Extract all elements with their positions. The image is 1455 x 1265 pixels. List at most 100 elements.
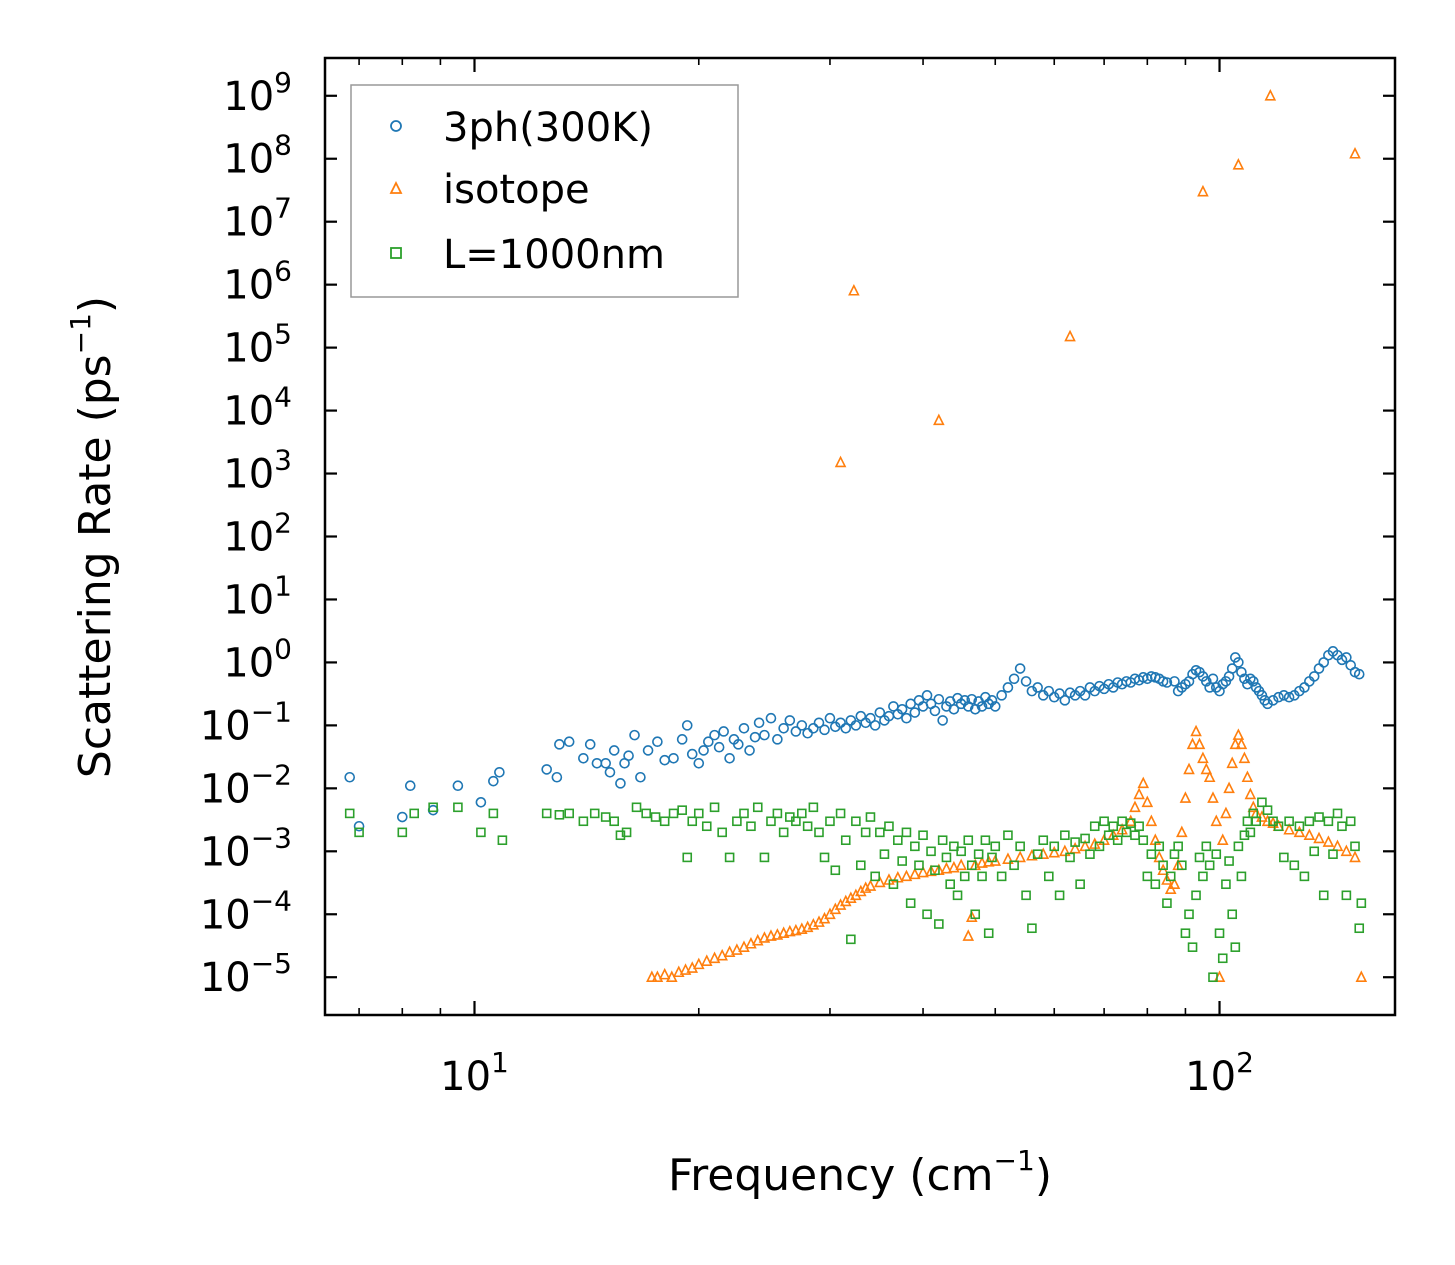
data-point [976, 856, 988, 868]
data-point [901, 827, 912, 838]
data-point [623, 750, 634, 761]
data-point [922, 909, 932, 920]
data-point [1283, 691, 1295, 703]
data-point [1064, 687, 1076, 699]
data-point [1099, 816, 1109, 827]
data-point [791, 816, 801, 827]
data-point [1089, 821, 1100, 832]
data-point [986, 695, 998, 706]
legend-marker-square [390, 247, 402, 259]
data-point [1226, 663, 1238, 674]
data-point [1267, 695, 1279, 706]
data-point [1299, 871, 1310, 882]
data-point [584, 739, 596, 750]
data-point [965, 910, 978, 922]
data-point [1203, 770, 1216, 783]
data-point [1236, 871, 1247, 882]
data-point [914, 860, 924, 871]
data-point [1239, 830, 1250, 841]
data-point [1207, 791, 1219, 803]
data-point [739, 808, 749, 819]
data-point [896, 704, 908, 715]
data-point [604, 766, 616, 778]
data-point [1138, 835, 1149, 846]
data-point [909, 707, 921, 718]
data-point [1345, 816, 1356, 827]
data-point [840, 835, 851, 846]
data-point [1015, 841, 1025, 852]
data-point [1262, 698, 1273, 710]
data-point [848, 283, 860, 296]
data-point [1273, 821, 1284, 832]
data-point [1241, 770, 1254, 783]
data-point [672, 965, 685, 978]
legend-box [350, 84, 739, 298]
data-point [1154, 841, 1165, 852]
data-point [563, 736, 575, 748]
data-point [1232, 158, 1245, 170]
data-point [893, 835, 903, 846]
data-point [682, 852, 693, 863]
data-point [1003, 830, 1013, 841]
data-point [1014, 663, 1026, 674]
data-point [874, 875, 886, 888]
data-point [733, 739, 744, 750]
data-point [676, 734, 688, 745]
data-point [884, 821, 894, 832]
data-point [1337, 821, 1347, 832]
data-point [1341, 890, 1352, 901]
data-point [948, 860, 960, 873]
data-point [856, 860, 866, 871]
data-point [1169, 676, 1180, 687]
data-point [344, 771, 356, 783]
data-point [701, 821, 712, 832]
y-tick-label: 10−3 [200, 821, 292, 875]
data-point [860, 827, 871, 838]
y-tick-label: 109 [223, 66, 292, 120]
data-point [1224, 856, 1234, 866]
data-point [677, 805, 687, 815]
data-point [1273, 691, 1284, 703]
data-point [1048, 845, 1061, 858]
data-point [1208, 972, 1218, 983]
data-point [1353, 668, 1365, 680]
data-point [1094, 841, 1105, 852]
data-point [428, 802, 438, 813]
data-point [910, 841, 920, 852]
data-point [996, 690, 1007, 701]
data-point [589, 808, 600, 819]
data-point [855, 884, 867, 897]
data-point [1193, 737, 1206, 750]
data-point [926, 846, 936, 857]
data-point [692, 957, 705, 970]
y-tick-label: 103 [223, 444, 292, 498]
data-point [1194, 852, 1205, 863]
data-point [784, 715, 796, 726]
data-point [629, 729, 640, 741]
data-point [918, 830, 928, 841]
data-point [679, 963, 692, 975]
data-point [658, 967, 671, 980]
data-point [709, 729, 720, 741]
data-point [1216, 833, 1229, 846]
data-point [983, 698, 995, 710]
data-point [608, 745, 620, 756]
data-point [778, 827, 789, 838]
y-tick-label: 105 [223, 318, 292, 372]
data-point [709, 802, 720, 813]
y-tick-label: 102 [223, 507, 292, 561]
data-point [1190, 724, 1202, 737]
data-point [713, 741, 725, 753]
data-point [959, 871, 970, 882]
data-point [1161, 873, 1173, 885]
data-point [987, 852, 997, 863]
data-point [846, 934, 856, 945]
data-point [541, 808, 552, 819]
data-point [909, 867, 921, 880]
data-point [615, 830, 626, 841]
data-point [1179, 791, 1192, 803]
data-point [718, 726, 729, 737]
data-point [941, 852, 952, 863]
data-point [1214, 928, 1225, 939]
data-point [945, 879, 955, 890]
